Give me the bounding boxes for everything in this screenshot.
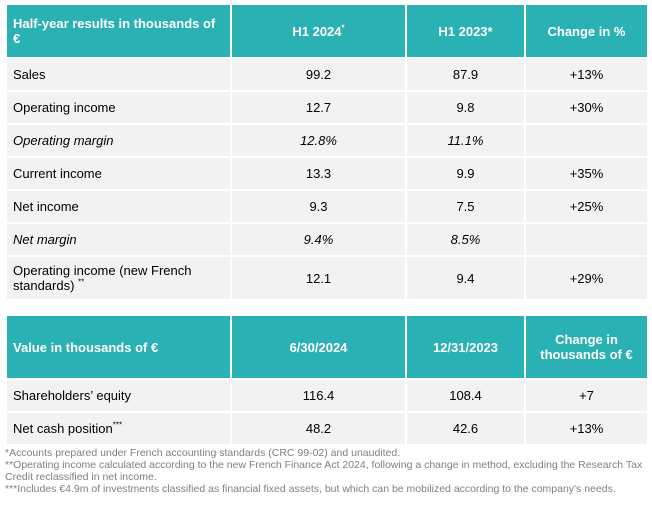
row-date-2024: 48.2: [232, 413, 405, 444]
footnote: **Operating income calculated according …: [5, 459, 643, 483]
row-h1-2024: 12.7: [232, 92, 405, 123]
table-row: Operating margin 12.8% 11.1%: [7, 125, 647, 156]
row-label: Operating income (new French standards) …: [7, 257, 230, 299]
row-date-2023: 108.4: [407, 380, 524, 411]
row-change: +29%: [526, 257, 647, 299]
table-row: Operating income 12.7 9.8 +30%: [7, 92, 647, 123]
row-label: Sales: [7, 59, 230, 90]
footnote: ***Includes €4.9m of investments classif…: [5, 483, 616, 495]
row-h1-2024: 12.1: [232, 257, 405, 299]
row-label-mark: **: [78, 277, 85, 287]
header-h1-2024-text: H1 2024: [292, 23, 342, 39]
header-h1-2024-mark: *: [341, 23, 345, 33]
table-header-row: Half-year results in thousands of € H1 2…: [7, 5, 647, 57]
row-label: Net cash position***: [7, 413, 230, 444]
footnotes: *Accounts prepared under French accounti…: [5, 447, 645, 495]
table-row: Sales 99.2 87.9 +13%: [7, 59, 647, 90]
row-label: Operating income: [7, 92, 230, 123]
row-h1-2024: 9.3: [232, 191, 405, 222]
header-change: Change in %: [526, 5, 647, 57]
table-row: Net cash position*** 48.2 42.6 +13%: [7, 413, 647, 444]
row-h1-2023: 9.4: [407, 257, 524, 299]
row-change: +25%: [526, 191, 647, 222]
header-change: Change in thousands of €: [526, 316, 647, 378]
half-year-results-table: Half-year results in thousands of € H1 2…: [5, 3, 649, 301]
header-date-2024: 6/30/2024: [232, 316, 405, 378]
row-h1-2024: 12.8%: [232, 125, 405, 156]
row-change: [526, 125, 647, 156]
row-label: Net income: [7, 191, 230, 222]
row-h1-2023: 7.5: [407, 191, 524, 222]
row-label-text: Operating income (new French standards): [13, 263, 192, 293]
header-date-2023: 12/31/2023: [407, 316, 524, 378]
header-label: Half-year results in thousands of €: [7, 5, 230, 57]
row-label: Current income: [7, 158, 230, 189]
row-h1-2024: 99.2: [232, 59, 405, 90]
row-label-mark: ***: [112, 420, 123, 430]
row-label: Net margin: [7, 224, 230, 255]
table-row: Shareholders’ equity 116.4 108.4 +7: [7, 380, 647, 411]
row-change: [526, 224, 647, 255]
row-label: Shareholders’ equity: [7, 380, 230, 411]
row-h1-2023: 11.1%: [407, 125, 524, 156]
header-h1-2023: H1 2023*: [407, 5, 524, 57]
row-h1-2023: 9.8: [407, 92, 524, 123]
footnote: *Accounts prepared under French accounti…: [5, 447, 401, 459]
row-date-2023: 42.6: [407, 413, 524, 444]
row-change: +30%: [526, 92, 647, 123]
table-header-row: Value in thousands of € 6/30/2024 12/31/…: [7, 316, 647, 378]
row-label: Operating margin: [7, 125, 230, 156]
row-change: +13%: [526, 59, 647, 90]
table-row: Net income 9.3 7.5 +25%: [7, 191, 647, 222]
table-row: Current income 13.3 9.9 +35%: [7, 158, 647, 189]
row-date-2024: 116.4: [232, 380, 405, 411]
row-change: +13%: [526, 413, 647, 444]
row-change: +7: [526, 380, 647, 411]
row-h1-2024: 9.4%: [232, 224, 405, 255]
row-h1-2024: 13.3: [232, 158, 405, 189]
row-h1-2023: 8.5%: [407, 224, 524, 255]
table-row: Operating income (new French standards) …: [7, 257, 647, 299]
header-h1-2024: H1 2024*: [232, 5, 405, 57]
row-h1-2023: 9.9: [407, 158, 524, 189]
value-table: Value in thousands of € 6/30/2024 12/31/…: [5, 314, 649, 446]
row-h1-2023: 87.9: [407, 59, 524, 90]
header-label: Value in thousands of €: [7, 316, 230, 378]
row-label-text: Net cash position: [13, 421, 113, 436]
row-change: +35%: [526, 158, 647, 189]
table-row: Net margin 9.4% 8.5%: [7, 224, 647, 255]
